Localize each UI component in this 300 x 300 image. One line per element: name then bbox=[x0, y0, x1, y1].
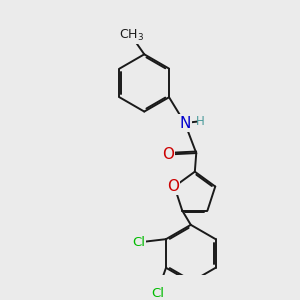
Text: N: N bbox=[179, 116, 190, 130]
Text: O: O bbox=[162, 147, 174, 162]
Text: H: H bbox=[196, 115, 205, 128]
Text: Cl: Cl bbox=[132, 236, 145, 248]
Text: Cl: Cl bbox=[151, 287, 164, 300]
Text: CH$_3$: CH$_3$ bbox=[119, 28, 145, 43]
Text: O: O bbox=[167, 179, 179, 194]
